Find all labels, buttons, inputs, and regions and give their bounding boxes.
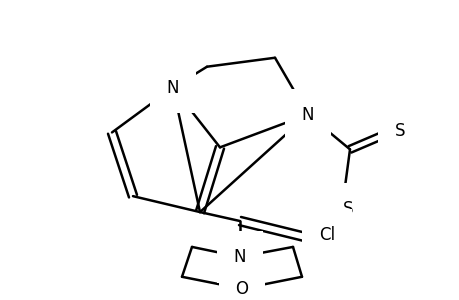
Text: N: N bbox=[233, 248, 246, 266]
Text: S: S bbox=[394, 122, 404, 140]
Text: S: S bbox=[342, 200, 353, 218]
Text: N: N bbox=[166, 79, 179, 97]
Text: N: N bbox=[301, 106, 313, 124]
Text: O: O bbox=[235, 280, 248, 298]
Text: Cl: Cl bbox=[318, 226, 334, 244]
